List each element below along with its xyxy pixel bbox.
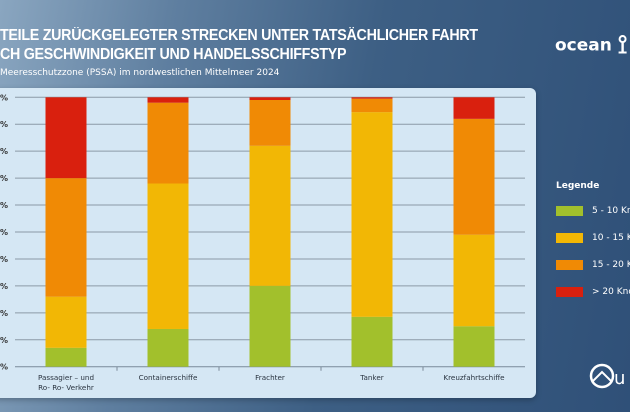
y-tick-label: 60% [0, 201, 8, 210]
legend-swatch [556, 205, 583, 216]
y-tick-label: 100% [0, 93, 8, 102]
bar-segment-2 [147, 183, 189, 329]
y-tick-label: 0% [0, 363, 8, 372]
x-category-label: Tanker [359, 373, 383, 382]
legend-label: > 20 Knoten [592, 286, 630, 297]
bar-segment-3 [453, 118, 495, 235]
y-tick-label: 50% [0, 228, 8, 237]
y-tick-label: 90% [0, 120, 8, 129]
bar-segment-1 [351, 316, 393, 367]
bar-segment-4 [453, 97, 495, 119]
bar-segment-4 [147, 97, 189, 103]
title-line-2: CH GESCHWINDIGKEIT UND HANDELSSCHIFFSTYP [0, 46, 347, 63]
legend-item: 5 - 10 Knoten [556, 197, 630, 224]
whale-tail-icon: ⟟ [617, 30, 628, 60]
y-tick-label: 20% [0, 309, 8, 318]
x-category-label: Kreuzfahrtschiffe [443, 373, 505, 382]
legend-swatch [556, 286, 583, 297]
legend-item: 10 - 15 Knoten [556, 224, 630, 251]
bar-segment-2 [351, 112, 393, 317]
title-line-1: TEILE ZURÜCKGELEGTER STRECKEN UNTER TATS… [0, 27, 478, 44]
x-category-label: Frachter [255, 373, 285, 382]
legend-label: 10 - 15 Knoten [592, 232, 630, 243]
y-tick-label: 40% [0, 255, 8, 264]
x-category-label: Containerschiffe [139, 373, 198, 382]
y-tick-label: 30% [0, 282, 8, 291]
legend-swatch [556, 232, 583, 243]
chart-subtitle: Meeresschutzzone (PSSA) im nordwestliche… [0, 68, 280, 78]
legend-title: Legende [556, 181, 600, 191]
bar-segment-3 [147, 102, 189, 184]
bar-segment-4 [45, 97, 87, 179]
bar-segment-1 [45, 347, 87, 367]
legend-item: 15 - 20 Knoten [556, 251, 630, 278]
ocean-logo: ocean ⟟ [555, 30, 627, 61]
bar-segment-4 [249, 97, 291, 100]
y-tick-label: 80% [0, 147, 8, 156]
bar-segment-2 [249, 145, 291, 286]
bar-segment-3 [249, 99, 291, 146]
bar-segment-1 [147, 328, 189, 367]
legend: Legende 5 - 10 Knoten 10 - 15 Knoten 15 - … [556, 181, 630, 305]
x-category-label: Ro- Ro- Verkehr [38, 383, 94, 392]
legend-label: 5 - 10 Knoten [592, 205, 630, 216]
chart-title: TEILE ZURÜCKGELEGTER STRECKEN UNTER TATS… [0, 26, 478, 64]
bar-segment-4 [351, 97, 393, 99]
legend-label: 15 - 20 Knoten [592, 259, 630, 270]
bar-segment-1 [249, 285, 291, 367]
legend-item: > 20 Knoten [556, 278, 630, 305]
y-tick-label: 70% [0, 174, 8, 183]
bar-segment-3 [351, 98, 393, 113]
bar-segment-2 [45, 296, 87, 348]
bar-segment-3 [45, 178, 87, 297]
y-tick-label: 10% [0, 336, 8, 345]
x-category-label: Passagier – und [38, 373, 94, 382]
bar-segment-1 [453, 326, 495, 367]
legend-swatch [556, 259, 583, 270]
bar-segment-2 [453, 234, 495, 327]
logo-text: ocean [555, 35, 612, 56]
